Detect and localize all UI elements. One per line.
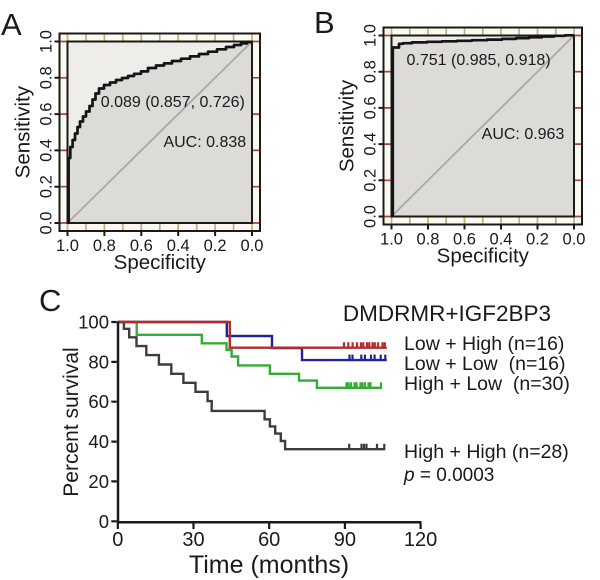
svg-text:AUC: 0.963: AUC: 0.963 bbox=[482, 126, 565, 143]
svg-text:80: 80 bbox=[88, 351, 109, 372]
svg-text:Low + Low (n=16): Low + Low (n=16) bbox=[404, 353, 566, 375]
svg-text:0.0: 0.0 bbox=[241, 237, 264, 255]
svg-text:0.2: 0.2 bbox=[204, 237, 227, 255]
svg-text:1.0: 1.0 bbox=[38, 30, 56, 53]
svg-text:AUC: 0.838: AUC: 0.838 bbox=[163, 134, 246, 151]
svg-text:Percent survival: Percent survival bbox=[60, 347, 83, 496]
svg-text:0.2: 0.2 bbox=[362, 169, 380, 192]
svg-text:20: 20 bbox=[88, 471, 109, 492]
svg-text:Time (months): Time (months) bbox=[189, 551, 349, 579]
svg-text:1.0: 1.0 bbox=[362, 24, 380, 47]
svg-text:30: 30 bbox=[182, 529, 204, 551]
svg-text:0.2: 0.2 bbox=[38, 175, 56, 198]
svg-text:C: C bbox=[39, 283, 61, 318]
svg-text:1.0: 1.0 bbox=[56, 237, 79, 255]
svg-text:0.0: 0.0 bbox=[38, 212, 56, 235]
svg-text:0.8: 0.8 bbox=[38, 66, 56, 89]
svg-text:90: 90 bbox=[334, 529, 356, 551]
svg-text:0.6: 0.6 bbox=[453, 231, 476, 249]
svg-text:DMDRMR+IGF2BP3: DMDRMR+IGF2BP3 bbox=[343, 301, 551, 326]
svg-text:High + Low (n=30): High + Low (n=30) bbox=[404, 373, 570, 395]
svg-text:Sensitivity: Sensitivity bbox=[12, 85, 35, 178]
svg-text:0.4: 0.4 bbox=[362, 133, 380, 156]
svg-text:0.0: 0.0 bbox=[362, 205, 380, 228]
svg-text:100: 100 bbox=[78, 312, 109, 333]
svg-text:0.4: 0.4 bbox=[38, 139, 56, 162]
svg-text:120: 120 bbox=[404, 529, 437, 551]
svg-text:0.6: 0.6 bbox=[130, 237, 153, 255]
svg-text:0.0: 0.0 bbox=[563, 231, 586, 249]
svg-text:1.0: 1.0 bbox=[380, 231, 403, 249]
svg-text:Specificity: Specificity bbox=[114, 251, 207, 274]
svg-text:0: 0 bbox=[99, 511, 109, 532]
svg-text:0.8: 0.8 bbox=[93, 237, 116, 255]
svg-text:40: 40 bbox=[88, 431, 109, 452]
svg-text:0.8: 0.8 bbox=[362, 60, 380, 83]
svg-text:0.6: 0.6 bbox=[38, 103, 56, 126]
svg-text:0: 0 bbox=[112, 529, 123, 551]
svg-text:0.4: 0.4 bbox=[490, 231, 513, 249]
svg-text:0.2: 0.2 bbox=[526, 231, 549, 249]
svg-text:0.6: 0.6 bbox=[362, 96, 380, 119]
svg-text:60: 60 bbox=[88, 391, 109, 412]
svg-text:0.089 (0.857, 0.726): 0.089 (0.857, 0.726) bbox=[101, 94, 245, 111]
svg-text:Low + High (n=16): Low + High (n=16) bbox=[404, 333, 564, 355]
svg-text:Specificity: Specificity bbox=[437, 245, 530, 268]
svg-text:0.751 (0.985, 0.918): 0.751 (0.985, 0.918) bbox=[407, 52, 551, 69]
svg-text:60: 60 bbox=[258, 529, 280, 551]
svg-text:A: A bbox=[1, 7, 22, 42]
svg-text:0.8: 0.8 bbox=[417, 231, 440, 249]
svg-text:0.4: 0.4 bbox=[167, 237, 190, 255]
svg-text:B: B bbox=[314, 5, 335, 40]
svg-text:Sensitivity: Sensitivity bbox=[336, 79, 359, 172]
svg-text:p = 0.0003: p = 0.0003 bbox=[403, 465, 494, 486]
svg-text:High + High (n=28): High + High (n=28) bbox=[404, 441, 569, 463]
